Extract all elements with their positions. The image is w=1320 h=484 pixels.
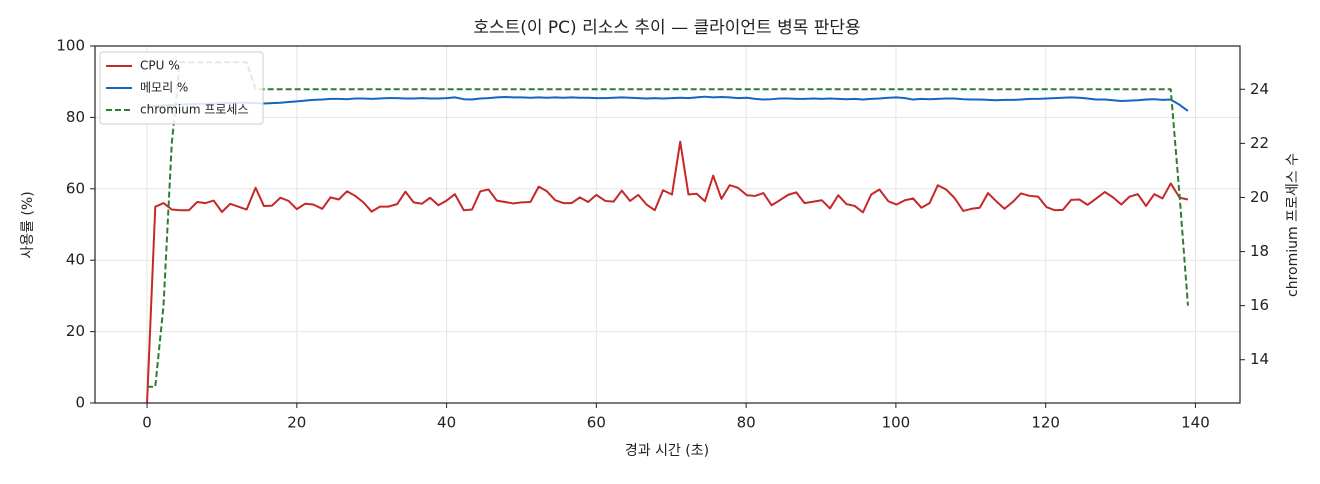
legend-label: 메모리 % [140,81,188,95]
x-tick-label: 100 [882,414,911,432]
y-tick-label: 80 [66,108,85,126]
x-tick-label: 140 [1181,414,1210,432]
x-tick-label: 20 [287,414,306,432]
x-tick-label: 60 [587,414,606,432]
x-tick-label: 0 [142,414,152,432]
y-tick-label: 40 [66,251,85,269]
y-axis-label: 사용률 (%) [20,191,36,258]
y2-tick-label: 22 [1250,134,1269,152]
chart-title: 호스트(이 PC) 리소스 추이 — 클라이언트 병목 판단용 [473,18,860,38]
y-tick-label: 20 [66,322,85,340]
y-tick-label: 0 [75,394,85,412]
legend-label: chromium 프로세스 [140,103,249,117]
series-line [147,61,1189,388]
series-line [146,95,1189,112]
x-axis-label: 경과 시간 (초) [625,443,709,459]
y2-tick-label: 20 [1250,188,1269,206]
y2-tick-label: 24 [1250,80,1269,98]
plot-frame [94,45,1241,404]
x-tick-label: 120 [1031,414,1060,432]
y2-tick-label: 18 [1250,242,1269,260]
y2-tick-label: 16 [1250,296,1269,314]
y2-axis-label: chromium 프로세스 수 [1285,153,1301,297]
legend-label: CPU % [140,59,180,73]
y-tick-label: 60 [66,179,85,197]
x-tick-label: 80 [737,414,756,432]
y2-tick-label: 14 [1250,350,1269,368]
y-tick-label: 100 [56,37,85,55]
grid [95,45,1240,404]
legend-box [99,51,264,125]
x-tick-label: 40 [437,414,456,432]
series-line [146,140,1189,404]
